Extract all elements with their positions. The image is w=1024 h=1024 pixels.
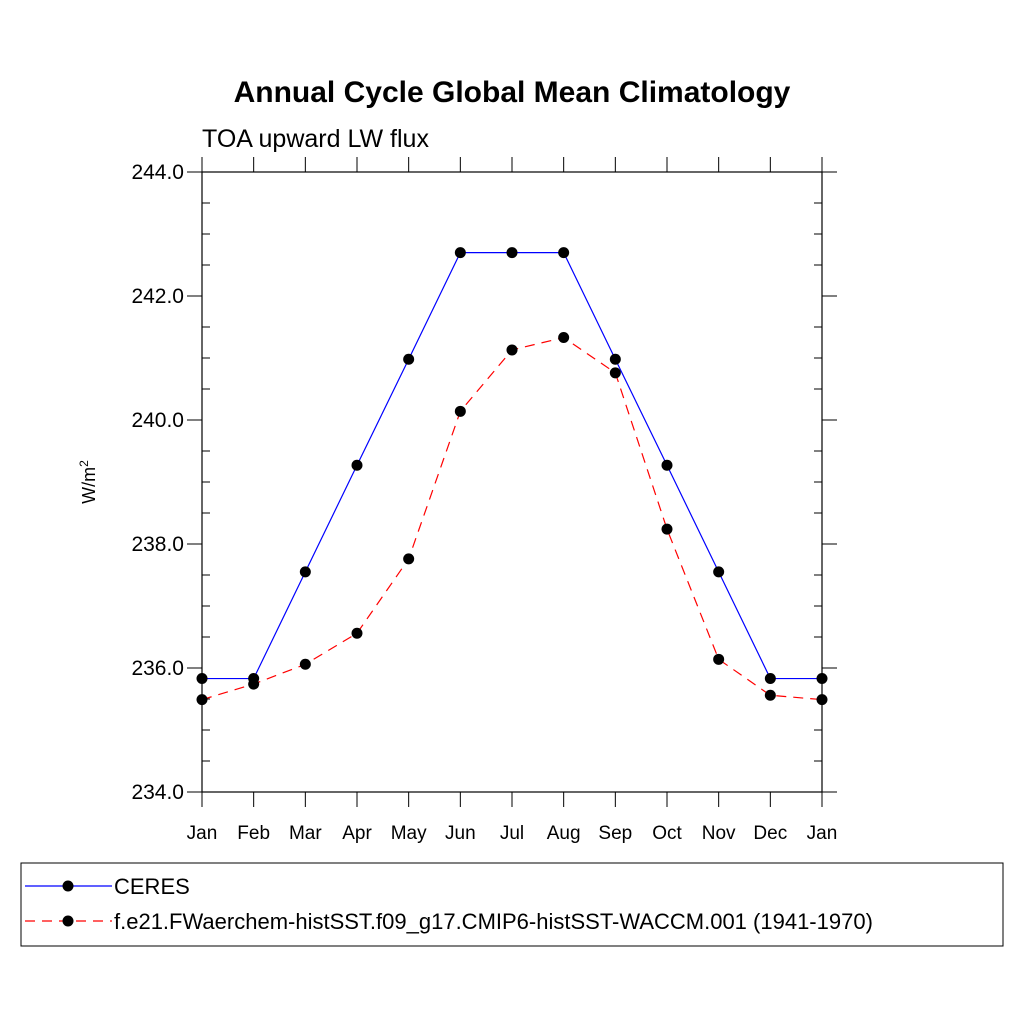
series-0-point [403, 353, 415, 365]
legend-label-0: CERES [114, 874, 190, 899]
y-axis-label-base: W/m [79, 467, 99, 504]
series-1-point [248, 678, 260, 690]
series-1-point [351, 627, 363, 639]
x-axis: Jan Feb Mar Apr May Jun Jul Aug Sep Oct Nov Dec Jan [187, 157, 838, 844]
y-tick-label: 236.0 [131, 657, 184, 680]
x-tick-label: Sep [598, 823, 632, 844]
series-0-point [764, 673, 776, 685]
x-tick-label: Nov [702, 823, 736, 844]
legend: CERES f.e21.FWaerchem-histSST.f09_g17.CMI… [20, 862, 1004, 947]
chart-title: Annual Cycle Global Mean Climatology [234, 76, 791, 109]
series-1-point [299, 658, 311, 670]
series-0-point [816, 673, 828, 685]
series-0-point [299, 566, 311, 578]
x-tick-label: Jan [807, 823, 838, 844]
series-layer [196, 247, 828, 706]
series-0-point [351, 459, 363, 471]
series-1-point [403, 553, 415, 565]
y-tick-label: 240.0 [131, 409, 184, 432]
series-1-point [196, 694, 208, 706]
series-0-point [609, 353, 621, 365]
legend-label-1: f.e21.FWaerchem-histSST.f09_g17.CMIP6-hi… [114, 909, 873, 934]
x-tick-label: Mar [289, 823, 322, 844]
y-tick-label: 242.0 [131, 285, 184, 308]
x-tick-label: Jun [445, 823, 476, 844]
svg-text:W/m2: W/m2 [77, 460, 99, 504]
legend-box [20, 862, 1004, 947]
x-tick-label: Aug [547, 823, 581, 844]
series-1-point [764, 689, 776, 701]
series-1-point [816, 694, 828, 706]
x-tick-label: Jan [187, 823, 218, 844]
series-1-point [454, 405, 466, 417]
series-1-point [661, 523, 673, 535]
legend-marker-0 [62, 880, 74, 892]
series-1-point [506, 344, 518, 356]
series-0-point [661, 459, 673, 471]
series-0-point [558, 247, 570, 259]
series-0-point [454, 247, 466, 259]
y-tick-label: 238.0 [131, 533, 184, 556]
y-axis-label-sup: 2 [77, 460, 91, 467]
series-0-point [713, 566, 725, 578]
plot-frame [201, 171, 823, 793]
legend-marker-1 [62, 915, 74, 927]
y-axis: 234.0 236.0 238.0 240.0 242.0 244.0 [131, 161, 837, 804]
series-0-point [196, 673, 208, 685]
series-1-point [713, 653, 725, 665]
x-tick-label: Dec [753, 823, 787, 844]
x-tick-label: May [391, 823, 427, 844]
series-0-point [506, 247, 518, 259]
x-tick-label: Oct [652, 823, 682, 844]
series-line-1 [201, 336, 823, 701]
series-1-point [609, 367, 621, 379]
chart-subtitle: TOA upward LW flux [202, 125, 429, 153]
x-tick-label: Apr [342, 823, 372, 844]
y-tick-label: 234.0 [131, 781, 184, 804]
x-tick-label: Jul [500, 823, 524, 844]
x-tick-label: Feb [237, 823, 270, 844]
series-line-0 [202, 252, 822, 680]
y-tick-label: 244.0 [131, 161, 184, 184]
y-axis-label: W/m2 [77, 460, 99, 504]
series-1-point [558, 332, 570, 344]
